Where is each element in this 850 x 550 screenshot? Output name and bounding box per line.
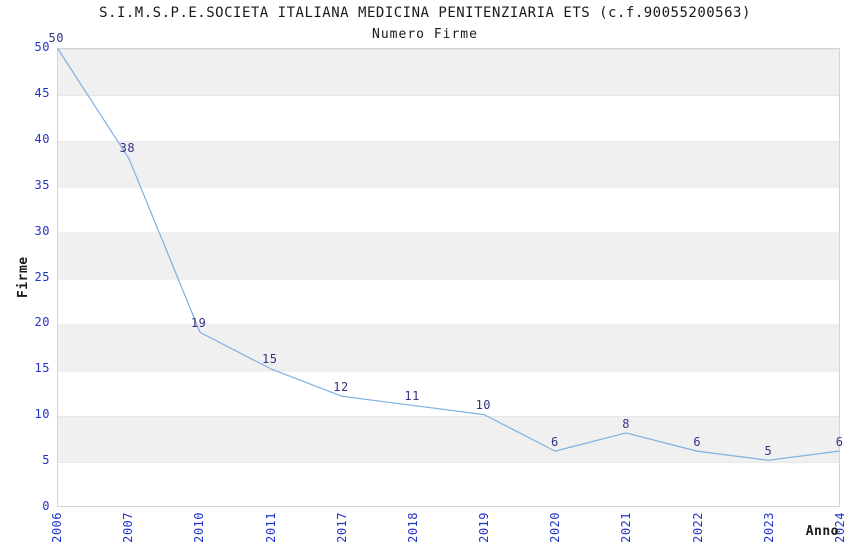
data-label: 19	[190, 315, 207, 330]
y-tick-label: 25	[34, 269, 50, 284]
x-tick-label: 2020	[548, 512, 563, 543]
y-tick-label: 50	[34, 40, 50, 54]
x-tick-label: 2010	[192, 512, 207, 543]
data-label: 50	[48, 31, 64, 45]
x-tick-label: 2011	[263, 512, 278, 543]
y-tick-label: 40	[34, 131, 50, 146]
x-tick-label: 2007	[121, 512, 136, 543]
data-label: 6	[693, 434, 702, 449]
data-label: 15	[262, 352, 278, 367]
x-tick-label: 2017	[334, 512, 349, 543]
data-label: 10	[475, 398, 492, 413]
x-tick-label: 2021	[619, 512, 634, 543]
x-tick-label: 2018	[405, 512, 420, 543]
data-label: 38	[119, 141, 136, 156]
x-tick-label: 2019	[477, 512, 492, 543]
firme-line-series	[58, 49, 839, 460]
y-tick-label: 10	[34, 407, 50, 422]
y-tick-label: 35	[34, 177, 50, 192]
data-label: 8	[622, 416, 630, 431]
y-tick-label: 5	[42, 453, 50, 468]
x-tick-label: 2022	[690, 512, 705, 543]
data-label: 11	[404, 389, 420, 404]
y-tick-label: 15	[34, 361, 50, 376]
y-tick-label: 45	[34, 85, 50, 100]
line-series-svg	[58, 49, 839, 506]
x-tick-label: 2023	[761, 512, 776, 543]
y-tick-label: 20	[34, 315, 50, 330]
chart-subtitle: Numero Firme	[372, 27, 478, 42]
data-label: 6	[551, 434, 559, 449]
y-tick-label: 30	[34, 223, 50, 238]
data-label: 12	[333, 379, 349, 394]
data-label: 6	[835, 434, 844, 449]
data-label: 5	[764, 444, 773, 459]
plot-area	[57, 48, 840, 507]
x-axis-label: Anno	[805, 524, 839, 539]
chart-title: S.I.M.S.P.E.SOCIETA ITALIANA MEDICINA PE…	[99, 5, 751, 21]
x-tick-label: 2006	[50, 512, 64, 543]
y-tick-label: 0	[42, 499, 50, 513]
